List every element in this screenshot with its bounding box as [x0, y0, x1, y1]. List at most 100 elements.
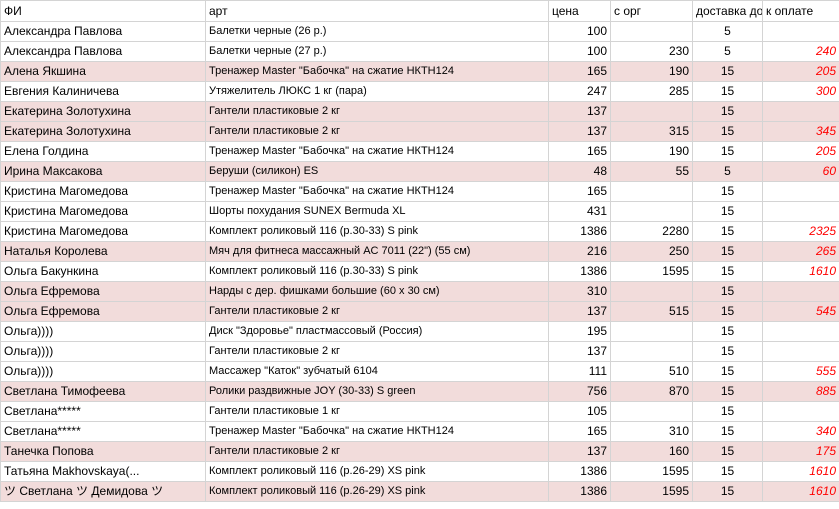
- cell-item[interactable]: Тренажер Master "Бабочка" на сжатие НКТН…: [205, 181, 549, 202]
- cell-org[interactable]: [610, 341, 693, 362]
- cell-name[interactable]: Танечка Попова: [0, 441, 206, 462]
- cell-org[interactable]: 1595: [610, 481, 693, 502]
- cell-org[interactable]: 310: [610, 421, 693, 442]
- cell-name[interactable]: Кристина Магомедова: [0, 221, 206, 242]
- cell-org[interactable]: [610, 21, 693, 42]
- cell-price[interactable]: 195: [548, 321, 611, 342]
- cell-item[interactable]: Комплект роликовый 116 (р.26-29) XS pink: [205, 481, 549, 502]
- cell-price[interactable]: 216: [548, 241, 611, 262]
- cell-delivery[interactable]: 5: [692, 21, 763, 42]
- cell-item[interactable]: Массажер "Каток" зубчатый 6104: [205, 361, 549, 382]
- cell-item[interactable]: Комплект роликовый 116 (р.26-29) XS pink: [205, 461, 549, 482]
- cell-item[interactable]: Беруши (силикон) ES: [205, 161, 549, 182]
- cell-org[interactable]: [610, 321, 693, 342]
- cell-pay[interactable]: 205: [762, 141, 839, 162]
- cell-item[interactable]: Диск "Здоровье" пластмассовый (Россия): [205, 321, 549, 342]
- cell-item[interactable]: Гантели пластиковые 2 кг: [205, 341, 549, 362]
- cell-org[interactable]: [610, 281, 693, 302]
- cell-delivery[interactable]: 15: [692, 61, 763, 82]
- cell-pay[interactable]: 340: [762, 421, 839, 442]
- cell-price[interactable]: 165: [548, 61, 611, 82]
- cell-org[interactable]: 1595: [610, 461, 693, 482]
- cell-price[interactable]: 247: [548, 81, 611, 102]
- cell-item[interactable]: Тренажер Master "Бабочка" на сжатие НКТН…: [205, 141, 549, 162]
- cell-item[interactable]: Нарды с дер. фишками большие (60 х 30 см…: [205, 281, 549, 302]
- cell-org[interactable]: 510: [610, 361, 693, 382]
- cell-price[interactable]: 100: [548, 21, 611, 42]
- cell-pay[interactable]: 240: [762, 41, 839, 62]
- header-cell[interactable]: цена: [548, 0, 611, 22]
- cell-org[interactable]: 55: [610, 161, 693, 182]
- cell-pay[interactable]: [762, 321, 839, 342]
- cell-delivery[interactable]: 15: [692, 341, 763, 362]
- cell-org[interactable]: 2280: [610, 221, 693, 242]
- cell-pay[interactable]: 1610: [762, 461, 839, 482]
- cell-name[interactable]: Кристина Магомедова: [0, 181, 206, 202]
- header-cell[interactable]: ФИ: [0, 0, 206, 22]
- cell-price[interactable]: 137: [548, 301, 611, 322]
- cell-pay[interactable]: 205: [762, 61, 839, 82]
- cell-pay[interactable]: [762, 401, 839, 422]
- cell-pay[interactable]: 1610: [762, 261, 839, 282]
- cell-price[interactable]: 137: [548, 101, 611, 122]
- cell-price[interactable]: 431: [548, 201, 611, 222]
- cell-item[interactable]: Гантели пластиковые 1 кг: [205, 401, 549, 422]
- cell-delivery[interactable]: 15: [692, 121, 763, 142]
- cell-delivery[interactable]: 15: [692, 281, 763, 302]
- cell-pay[interactable]: 300: [762, 81, 839, 102]
- cell-pay[interactable]: [762, 21, 839, 42]
- header-cell[interactable]: к оплате: [762, 0, 839, 22]
- cell-delivery[interactable]: 15: [692, 141, 763, 162]
- cell-delivery[interactable]: 15: [692, 421, 763, 442]
- cell-price[interactable]: 1386: [548, 221, 611, 242]
- cell-item[interactable]: Гантели пластиковые 2 кг: [205, 101, 549, 122]
- cell-org[interactable]: 190: [610, 141, 693, 162]
- cell-delivery[interactable]: 15: [692, 401, 763, 422]
- cell-item[interactable]: Мяч для фитнеса массажный AC 7011 (22") …: [205, 241, 549, 262]
- cell-delivery[interactable]: 15: [692, 181, 763, 202]
- cell-name[interactable]: Александра Павлова: [0, 21, 206, 42]
- cell-pay[interactable]: 885: [762, 381, 839, 402]
- cell-name[interactable]: Екатерина Золотухина: [0, 121, 206, 142]
- cell-pay[interactable]: 345: [762, 121, 839, 142]
- cell-price[interactable]: 137: [548, 341, 611, 362]
- cell-item[interactable]: Балетки черные (27 р.): [205, 41, 549, 62]
- cell-delivery[interactable]: 15: [692, 441, 763, 462]
- cell-name[interactable]: Ольга Ефремова: [0, 281, 206, 302]
- cell-pay[interactable]: 1610: [762, 481, 839, 502]
- cell-name[interactable]: Кристина Магомедова: [0, 201, 206, 222]
- cell-org[interactable]: 285: [610, 81, 693, 102]
- cell-price[interactable]: 1386: [548, 461, 611, 482]
- cell-name[interactable]: Елена Голдина: [0, 141, 206, 162]
- cell-delivery[interactable]: 15: [692, 301, 763, 322]
- cell-name[interactable]: Светлана*****: [0, 401, 206, 422]
- cell-delivery[interactable]: 15: [692, 381, 763, 402]
- cell-org[interactable]: 315: [610, 121, 693, 142]
- cell-delivery[interactable]: 15: [692, 261, 763, 282]
- cell-pay[interactable]: [762, 281, 839, 302]
- cell-name[interactable]: Светлана*****: [0, 421, 206, 442]
- cell-item[interactable]: Гантели пластиковые 2 кг: [205, 441, 549, 462]
- cell-org[interactable]: [610, 401, 693, 422]
- cell-price[interactable]: 1386: [548, 481, 611, 502]
- cell-name[interactable]: Евгения Калиничева: [0, 81, 206, 102]
- cell-name[interactable]: Ирина Максакова: [0, 161, 206, 182]
- cell-item[interactable]: Тренажер Master "Бабочка" на сжатие НКТН…: [205, 61, 549, 82]
- cell-item[interactable]: Ролики раздвижные JOY (30-33) S green: [205, 381, 549, 402]
- cell-pay[interactable]: 555: [762, 361, 839, 382]
- cell-org[interactable]: [610, 101, 693, 122]
- cell-name[interactable]: Алена Якшина: [0, 61, 206, 82]
- cell-org[interactable]: 1595: [610, 261, 693, 282]
- cell-price[interactable]: 100: [548, 41, 611, 62]
- cell-price[interactable]: 1386: [548, 261, 611, 282]
- cell-name[interactable]: Ольга Ефремова: [0, 301, 206, 322]
- cell-name[interactable]: Ольга)))): [0, 341, 206, 362]
- cell-price[interactable]: 165: [548, 141, 611, 162]
- cell-name[interactable]: Александра Павлова: [0, 41, 206, 62]
- cell-name[interactable]: Наталья Королева: [0, 241, 206, 262]
- cell-item[interactable]: Балетки черные (26 р.): [205, 21, 549, 42]
- header-cell[interactable]: с орг: [610, 0, 693, 22]
- cell-org[interactable]: 870: [610, 381, 693, 402]
- cell-pay[interactable]: 60: [762, 161, 839, 182]
- cell-price[interactable]: 105: [548, 401, 611, 422]
